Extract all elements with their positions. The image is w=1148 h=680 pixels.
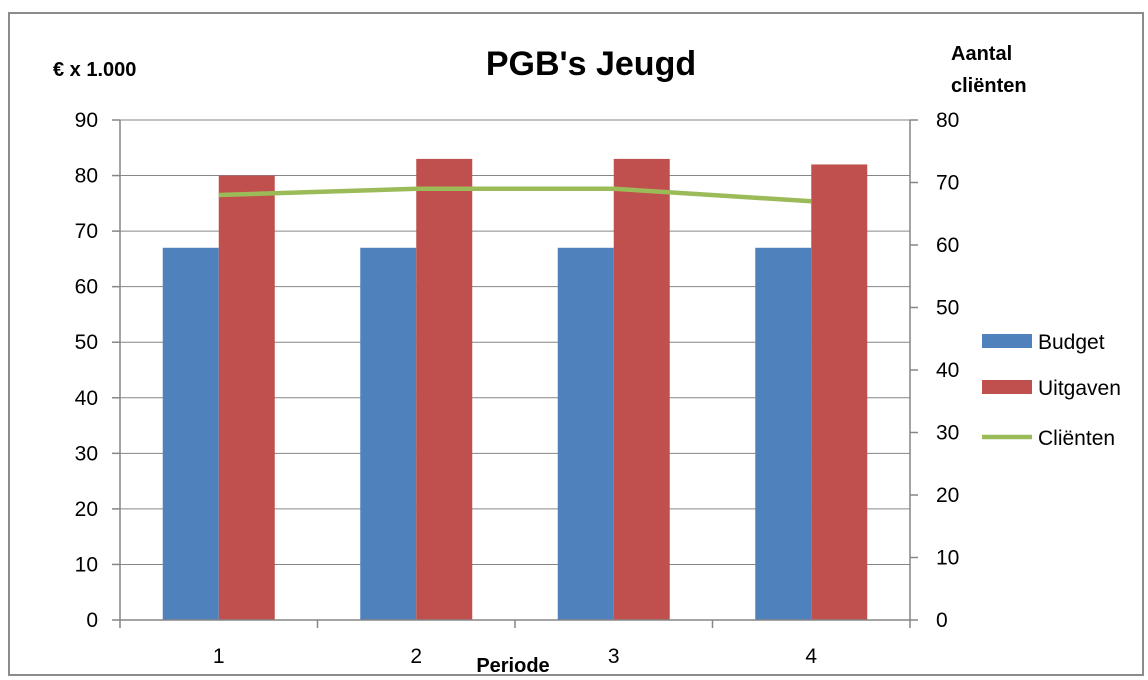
left-tick-label: 0	[86, 609, 98, 632]
legend-label: Uitgaven	[1038, 377, 1121, 400]
left-tick-label: 90	[75, 109, 98, 132]
tick-labels: 0 10 20 30 40 50 60 70 80 90 0 10 20 30 40 50 60 70 80 1 2 3 4	[75, 109, 960, 668]
legend-label: Budget	[1038, 331, 1105, 354]
left-tick-label: 30	[75, 442, 98, 465]
line-series	[218, 186, 812, 204]
right-tick-label: 0	[936, 609, 948, 632]
legend: Budget Uitgaven Cliënten	[982, 331, 1121, 450]
left-tick-label: 60	[75, 276, 98, 299]
bar-budget	[755, 247, 812, 620]
right-tick-label: 10	[936, 547, 959, 570]
chart-title: PGB's Jeugd	[486, 45, 696, 83]
left-tick-label: 70	[75, 220, 98, 243]
x-axis-title: Periode	[476, 655, 549, 677]
axes	[119, 120, 911, 621]
right-tick-label: 70	[936, 172, 959, 195]
legend-swatch-budget	[982, 334, 1032, 348]
right-axis-title-line2: cliënten	[951, 75, 1027, 97]
right-tick-label: 30	[936, 422, 959, 445]
bar-budget	[360, 247, 417, 620]
x-tick-label: 1	[213, 645, 225, 668]
right-tick-label: 40	[936, 359, 959, 382]
x-tick-label: 2	[410, 645, 422, 668]
legend-label: Cliënten	[1038, 427, 1115, 450]
left-tick-label: 40	[75, 387, 98, 410]
right-tick-label: 50	[936, 297, 959, 320]
left-tick-label: 20	[75, 498, 98, 521]
bar-uitgaven	[416, 158, 473, 620]
bar-budget	[162, 247, 219, 620]
left-tick-label: 80	[75, 165, 98, 188]
bars	[162, 158, 868, 621]
legend-swatch-uitgaven	[982, 380, 1032, 394]
left-axis-title: € x 1.000	[53, 59, 136, 81]
bar-uitgaven	[218, 175, 275, 621]
right-tick-label: 80	[936, 109, 959, 132]
bar-uitgaven	[811, 164, 868, 620]
right-tick-label: 20	[936, 484, 959, 507]
x-tick-label: 3	[608, 645, 620, 668]
bar-budget	[557, 247, 614, 620]
right-axis-title-line1: Aantal	[951, 43, 1012, 65]
right-tick-label: 60	[936, 234, 959, 257]
left-tick-label: 10	[75, 553, 98, 576]
line-clienten	[218, 186, 812, 204]
bar-uitgaven	[613, 158, 670, 620]
left-tick-label: 50	[75, 331, 98, 354]
x-tick-label: 4	[805, 645, 817, 668]
